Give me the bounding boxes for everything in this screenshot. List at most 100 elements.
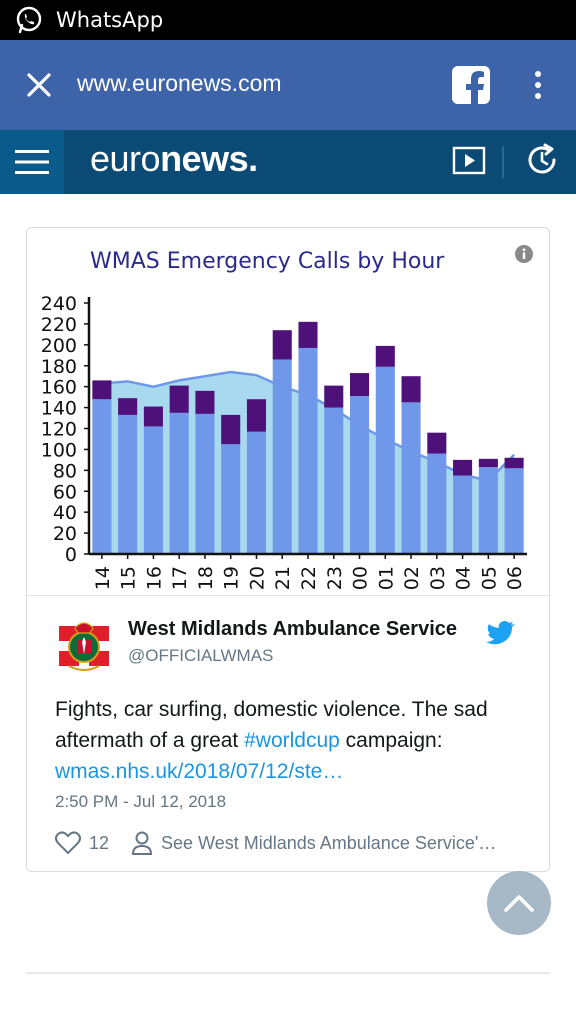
bar-top-18 — [195, 390, 215, 414]
bar-top-23 — [324, 385, 344, 408]
more-vert-icon[interactable] — [530, 70, 546, 100]
euronews-logo[interactable]: euronews. — [90, 138, 258, 180]
chevron-up-icon — [504, 895, 534, 912]
y-tick-label-180: 180 — [41, 356, 77, 378]
bar-top-15 — [118, 398, 138, 415]
x-tick-label-18: 18 — [195, 566, 217, 590]
bar-top-20 — [246, 399, 267, 432]
bar-top-03 — [427, 432, 447, 454]
logo-dot: . — [248, 138, 258, 179]
bar-top-21 — [272, 330, 292, 360]
bar-top-17 — [169, 385, 189, 413]
info-icon[interactable] — [515, 245, 533, 263]
bar-base-21 — [272, 359, 292, 554]
bar-top-22 — [298, 321, 318, 348]
bar-top-06 — [504, 457, 524, 469]
tweet-text-part1: Fights, car surfing, domestic violence. … — [55, 698, 488, 752]
tweet-timestamp[interactable]: 2:50 PM - Jul 12, 2018 — [55, 792, 227, 811]
facebook-icon[interactable] — [452, 66, 490, 104]
url-display[interactable]: www.euronews.com — [77, 70, 282, 96]
close-icon[interactable] — [24, 70, 54, 100]
tweet-text-part2: campaign: — [339, 729, 443, 752]
tweet-author-handle[interactable]: @OFFICIALWMAS — [128, 646, 274, 665]
x-tick-label-23: 23 — [324, 566, 346, 590]
bar-base-16 — [143, 426, 163, 554]
y-tick-label-60: 60 — [53, 481, 77, 503]
bar-top-02 — [401, 376, 421, 403]
person-icon[interactable] — [131, 831, 153, 855]
bar-base-06 — [504, 468, 524, 554]
like-count[interactable]: 12 — [89, 832, 110, 853]
media-divider — [27, 595, 549, 596]
bar-top-14 — [92, 380, 112, 400]
bar-top-01 — [375, 345, 395, 367]
y-tick-label-220: 220 — [41, 314, 77, 336]
hashtag-link[interactable]: #worldcup — [244, 729, 340, 752]
x-tick-label-21: 21 — [272, 566, 294, 590]
x-tick-label-14: 14 — [92, 566, 114, 590]
x-tick-label-01: 01 — [375, 566, 397, 590]
bar-top-19 — [221, 414, 241, 445]
video-play-icon[interactable] — [452, 144, 486, 178]
scroll-to-top-button[interactable] — [487, 871, 551, 935]
y-tick-label-120: 120 — [41, 419, 77, 441]
hamburger-icon — [15, 150, 49, 174]
bar-base-14 — [92, 399, 112, 554]
tweet-text: Fights, car surfing, domestic violence. … — [55, 694, 535, 787]
live-refresh-icon[interactable] — [524, 142, 560, 178]
bar-base-18 — [195, 413, 215, 554]
x-tick-label-00: 00 — [350, 566, 372, 590]
tweet-media-chart[interactable]: WMAS Emergency Calls by Hour 0 20 40 60 80 100… — [27, 228, 549, 594]
x-tick-label-02: 02 — [401, 566, 423, 590]
bar-base-23 — [324, 407, 344, 554]
chart-title: WMAS Emergency Calls by Hour — [90, 249, 445, 274]
y-tick-label-140: 140 — [41, 398, 77, 420]
bar-base-01 — [375, 366, 395, 554]
emergency-calls-chart: WMAS Emergency Calls by Hour020406080100… — [41, 249, 527, 590]
logo-bold: news — [160, 138, 249, 179]
article-link[interactable]: wmas.nhs.uk/2018/07/12/ste… — [55, 760, 344, 783]
tweet-author-name[interactable]: West Midlands Ambulance Service — [128, 618, 457, 640]
site-header: euronews. — [0, 130, 576, 194]
see-more-link[interactable]: See West Midlands Ambulance Service'… — [161, 832, 497, 853]
bar-top-04 — [453, 459, 473, 476]
x-tick-label-05: 05 — [478, 566, 500, 590]
y-tick-label-0: 0 — [65, 544, 77, 566]
bar-base-04 — [453, 475, 473, 554]
bar-base-02 — [401, 402, 421, 554]
bar-base-20 — [246, 431, 267, 554]
header-divider — [502, 146, 504, 178]
tweet-embed-card: WMAS Emergency Calls by Hour 0 20 40 60 80 100… — [26, 227, 550, 872]
whatsapp-icon — [16, 6, 42, 34]
status-bar: WhatsApp — [0, 0, 576, 40]
y-tick-label-100: 100 — [41, 439, 77, 461]
logo-light: euro — [90, 138, 161, 179]
twitter-bird-icon[interactable] — [483, 619, 519, 645]
x-tick-label-17: 17 — [169, 566, 191, 590]
y-tick-label-200: 200 — [41, 335, 77, 357]
bar-top-05 — [478, 458, 498, 468]
y-tick-label-240: 240 — [41, 293, 77, 315]
y-tick-label-160: 160 — [41, 377, 77, 399]
bar-base-15 — [118, 414, 138, 554]
x-tick-label-06: 06 — [504, 566, 526, 590]
y-tick-label-40: 40 — [53, 502, 77, 524]
bar-top-16 — [143, 406, 163, 427]
heart-icon[interactable] — [55, 831, 81, 855]
x-tick-label-15: 15 — [118, 566, 140, 590]
bar-base-19 — [221, 444, 241, 554]
bar-base-22 — [298, 347, 318, 554]
tweet-actions: 12 See West Midlands Ambulance Service'… — [55, 830, 496, 856]
y-tick-label-20: 20 — [53, 523, 77, 545]
content-divider — [26, 972, 550, 974]
browser-toolbar: www.euronews.com — [0, 40, 576, 130]
bar-base-03 — [427, 453, 447, 554]
bar-top-00 — [349, 373, 370, 397]
menu-button[interactable] — [0, 130, 64, 194]
x-tick-label-22: 22 — [298, 566, 320, 590]
bar-base-00 — [349, 396, 370, 554]
app-title: WhatsApp — [56, 8, 164, 32]
x-tick-label-20: 20 — [246, 566, 268, 590]
wmas-avatar[interactable] — [55, 616, 113, 674]
x-tick-label-03: 03 — [427, 566, 449, 590]
